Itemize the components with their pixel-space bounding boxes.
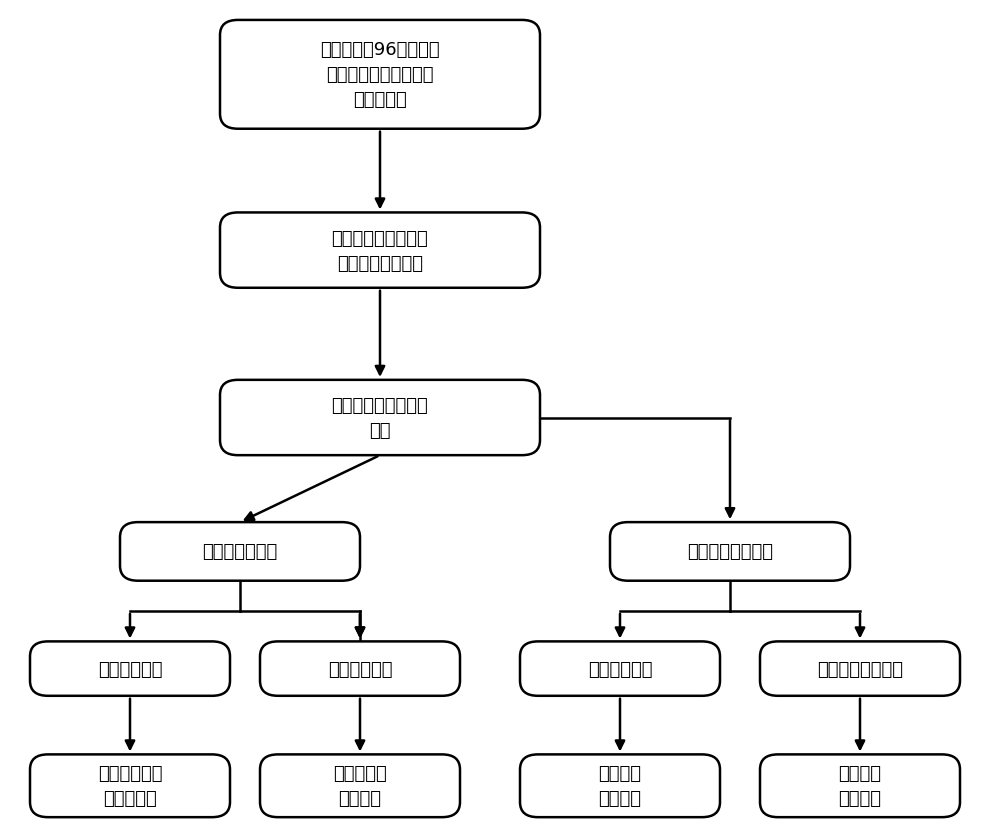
- FancyBboxPatch shape: [520, 754, 720, 818]
- Text: 日负荷特性不间断: 日负荷特性不间断: [687, 543, 773, 561]
- Text: 日负荷特性间断: 日负荷特性间断: [202, 543, 278, 561]
- FancyBboxPatch shape: [220, 380, 540, 456]
- Text: 连续工作
波动负荷: 连续工作 波动负荷: [838, 764, 882, 808]
- FancyBboxPatch shape: [760, 642, 960, 696]
- FancyBboxPatch shape: [30, 754, 230, 818]
- FancyBboxPatch shape: [260, 642, 460, 696]
- FancyBboxPatch shape: [30, 642, 230, 696]
- FancyBboxPatch shape: [220, 21, 540, 130]
- FancyBboxPatch shape: [260, 754, 460, 818]
- Text: 间断时间段
工作负荷: 间断时间段 工作负荷: [333, 764, 387, 808]
- FancyBboxPatch shape: [520, 642, 720, 696]
- Text: 有多个工作段: 有多个工作段: [328, 660, 392, 678]
- FancyBboxPatch shape: [220, 213, 540, 288]
- Text: 负荷波动很小: 负荷波动很小: [588, 660, 652, 678]
- Text: 某个固定时间
段工作负荷: 某个固定时间 段工作负荷: [98, 764, 162, 808]
- FancyBboxPatch shape: [120, 522, 360, 581]
- FancyBboxPatch shape: [760, 754, 960, 818]
- Text: 负荷波动程度较大: 负荷波动程度较大: [817, 660, 903, 678]
- Text: 连续工作
稳定负荷: 连续工作 稳定负荷: [598, 764, 642, 808]
- Text: 有一个工作段: 有一个工作段: [98, 660, 162, 678]
- FancyBboxPatch shape: [610, 522, 850, 581]
- Text: 获取工作日96点日负荷
曲线数据，然后进行标
幺值归一化: 获取工作日96点日负荷 曲线数据，然后进行标 幺值归一化: [320, 41, 440, 110]
- Text: 判断日负荷曲线的间
断性: 判断日负荷曲线的间 断性: [332, 396, 428, 440]
- Text: 滤除辅助照明与空调
等非工业负荷影响: 滤除辅助照明与空调 等非工业负荷影响: [332, 229, 428, 273]
